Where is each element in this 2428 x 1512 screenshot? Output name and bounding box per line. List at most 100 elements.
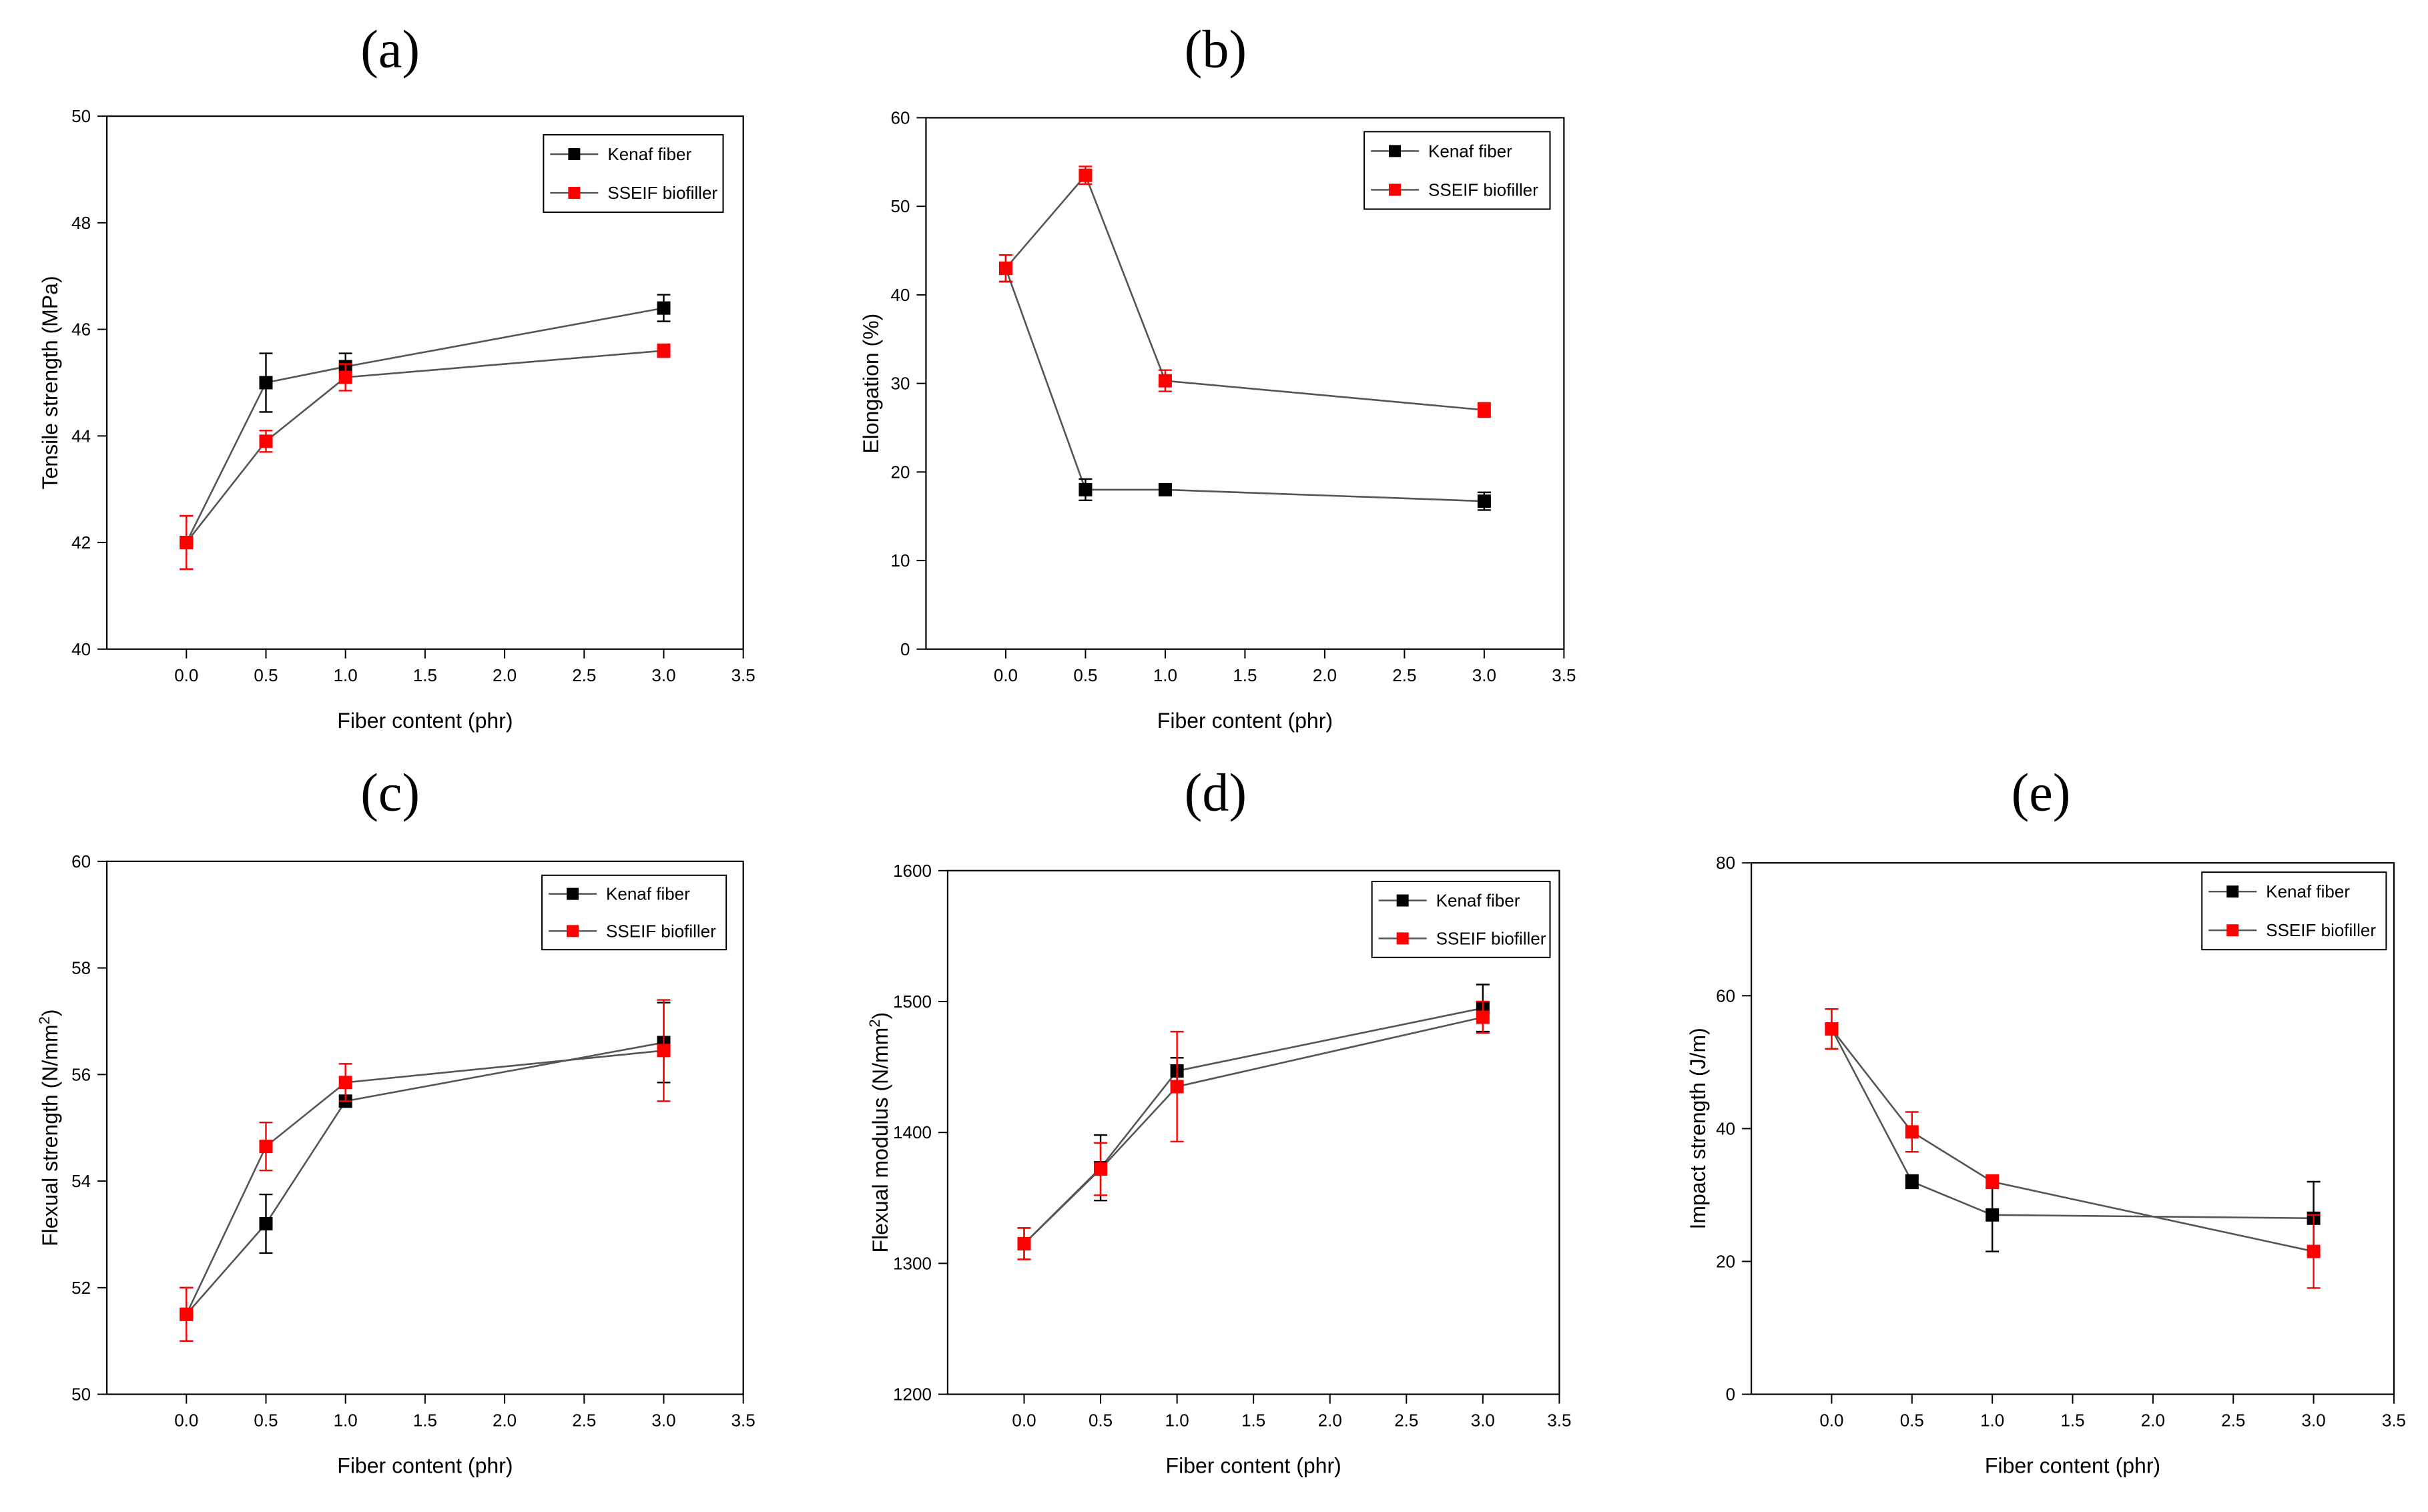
legend-label: Kenaf fiber (1436, 891, 1520, 911)
data-point (1170, 1080, 1184, 1094)
x-tick-label: 3.5 (1552, 665, 1576, 685)
y-tick-label: 50 (71, 106, 91, 126)
y-axis-title-text: Flexual modulus (N/mm (868, 1028, 892, 1253)
x-tick-label: 1.5 (413, 1411, 437, 1431)
series-line (1023, 1016, 1484, 1244)
y-tick-label: 40 (1716, 1118, 1735, 1138)
y-tick-label: 30 (891, 374, 910, 394)
legend-box (541, 874, 727, 951)
y-tick-label: 1300 (893, 1253, 932, 1273)
legend-marker (1389, 183, 1402, 196)
legend-marker (2226, 885, 2239, 898)
x-tick-label: 3.0 (1472, 665, 1496, 685)
data-point (180, 536, 194, 550)
panel-label: (e) (2012, 764, 2071, 823)
legend-label: SSEIF biofiller (1436, 928, 1546, 948)
x-axis-title: Fiber content (phr) (337, 709, 513, 733)
x-tick-label: 2.0 (493, 665, 517, 685)
legend-label: SSEIF biofiller (606, 921, 716, 941)
x-tick-label: 1.5 (413, 665, 437, 685)
data-point (1079, 482, 1093, 496)
y-tick-label: 20 (1716, 1251, 1735, 1271)
x-tick-label: 2.5 (572, 1411, 596, 1431)
series-sseif-biofiller (1825, 1008, 2321, 1289)
x-tick-label: 0.5 (254, 1411, 278, 1431)
x-tick-label: 0.5 (1089, 1411, 1113, 1431)
x-tick-label: 1.0 (334, 665, 358, 685)
legend-marker (567, 887, 579, 900)
x-tick-label: 1.5 (1233, 665, 1257, 685)
x-tick-label: 0.0 (174, 1411, 198, 1431)
x-tick-label: 0.0 (994, 665, 1018, 685)
data-point (657, 301, 671, 315)
data-point (1158, 482, 1172, 496)
y-axis-title-tail: ) (868, 1012, 892, 1020)
series-sseif-biofiller (1017, 1000, 1490, 1260)
data-point (1986, 1175, 2000, 1189)
y-tick-label: 1500 (893, 992, 932, 1012)
legend-label: Kenaf fiber (1428, 141, 1512, 161)
series-line (186, 1042, 664, 1315)
y-tick-label: 50 (891, 196, 910, 216)
panel-label: (d) (1185, 764, 1247, 823)
chart-panel-3: (c) 0.0 0.5 1.0 1.5 2.0 2.5 3.0 3.5 50 52 54 56 58 60 F… (36, 764, 755, 1478)
data-point (259, 1216, 273, 1230)
x-tick-label: 3.5 (731, 665, 755, 685)
data-point (259, 376, 273, 390)
data-point (1017, 1236, 1031, 1250)
legend-marker (1389, 145, 1402, 157)
legend-box (1371, 881, 1551, 958)
x-tick-label: 3.5 (2382, 1411, 2406, 1431)
y-axis-title-text: Elongation (%) (859, 314, 883, 454)
y-tick-label: 46 (71, 320, 91, 340)
y-tick-label: 1400 (893, 1122, 932, 1142)
y-axis-title: Impact strength (J/m) (1686, 1028, 1710, 1229)
y-axis-title-text: Impact strength (J/m) (1686, 1028, 1710, 1229)
data-point (657, 1044, 671, 1058)
x-tick-label: 2.0 (493, 1411, 517, 1431)
series-line (1831, 1028, 2314, 1220)
data-point (998, 262, 1012, 276)
x-axis-title: Fiber content (phr) (1157, 709, 1333, 733)
x-tick-label: 2.0 (1318, 1411, 1342, 1431)
y-tick-label: 44 (71, 426, 91, 446)
y-tick-label: 50 (71, 1385, 91, 1405)
x-tick-label: 3.0 (2302, 1411, 2326, 1431)
data-point (1476, 1010, 1490, 1024)
y-axis-title: Tensile strength (MPa) (38, 276, 62, 489)
legend-label: SSEIF biofiller (1428, 179, 1538, 200)
series-kenaf-fiber (998, 254, 1491, 511)
x-tick-label: 1.0 (1980, 1411, 2004, 1431)
x-tick-label: 0.0 (174, 665, 198, 685)
data-point (1477, 403, 1491, 417)
y-tick-label: 40 (891, 285, 910, 305)
legend-box (2201, 871, 2387, 951)
legend-marker (2226, 924, 2239, 937)
x-tick-label: 2.0 (2141, 1411, 2165, 1431)
y-axis-title-superscript: 2 (866, 1019, 883, 1027)
x-tick-label: 3.5 (1547, 1411, 1571, 1431)
y-tick-label: 60 (71, 851, 91, 871)
y-axis-title-text: Tensile strength (MPa) (38, 276, 62, 489)
legend-marker (567, 925, 579, 937)
data-point (1094, 1162, 1108, 1176)
series-kenaf-fiber (1017, 984, 1490, 1260)
x-tick-label: 2.0 (1313, 665, 1337, 685)
series-sseif-biofiller (180, 999, 671, 1342)
series-line (1831, 1028, 2314, 1252)
x-tick-label: 1.0 (1153, 665, 1177, 685)
y-tick-label: 58 (71, 958, 91, 978)
data-point (1079, 168, 1093, 182)
legend-marker (1396, 932, 1409, 945)
y-tick-label: 1600 (893, 861, 932, 881)
legend-label: SSEIF biofiller (2266, 920, 2376, 940)
legend-label: Kenaf fiber (2266, 881, 2350, 901)
series-sseif-biofiller (998, 165, 1491, 418)
series-kenaf-fiber (180, 294, 671, 571)
series-line (1004, 173, 1484, 411)
y-axis-title: Elongation (%) (859, 314, 883, 454)
x-tick-label: 1.5 (1241, 1411, 1265, 1431)
legend-label: Kenaf fiber (607, 144, 691, 164)
data-point (657, 344, 671, 358)
series-sseif-biofiller (180, 343, 671, 571)
